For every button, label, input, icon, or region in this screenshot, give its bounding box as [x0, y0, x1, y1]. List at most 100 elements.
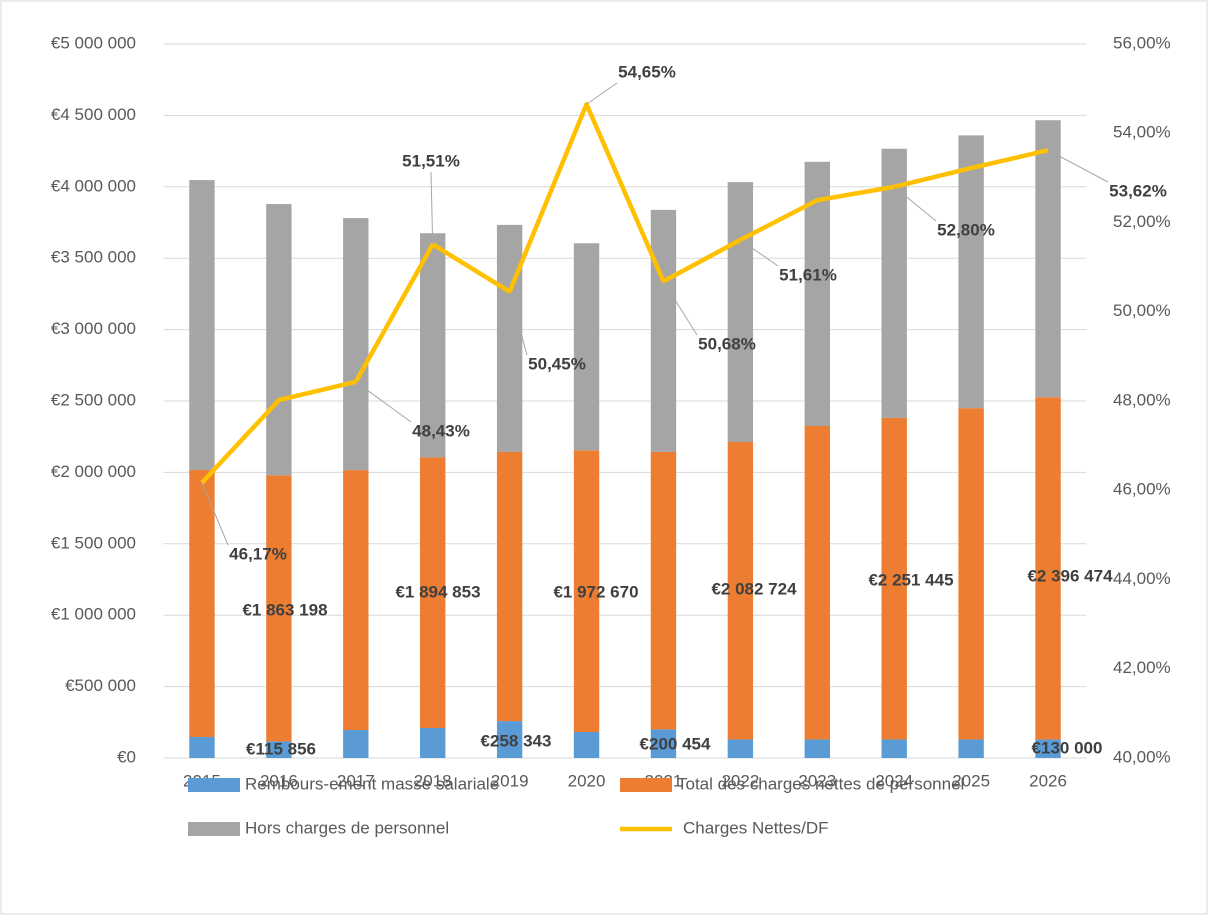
data-label: €130 000: [1032, 738, 1103, 757]
legend-label: Total des charges nettes de personnel: [677, 774, 964, 793]
bar: [343, 730, 369, 758]
bar: [727, 182, 754, 443]
legend-label: Charges Nettes/DF: [683, 818, 829, 837]
y-tick-label: €3 000 000: [51, 319, 136, 338]
x-tick-label: 2019: [491, 771, 529, 790]
y2-tick-label: 46,00%: [1113, 480, 1171, 499]
y-tick-label: €4 500 000: [51, 105, 136, 124]
data-label: 54,65%: [618, 62, 676, 81]
data-label: €2 251 445: [868, 570, 953, 589]
bar: [727, 442, 754, 740]
y-tick-label: €0: [117, 747, 136, 766]
bar: [343, 218, 369, 471]
legend-label: Hors charges de personnel: [245, 818, 449, 837]
y-tick-label: €500 000: [65, 676, 136, 695]
x-tick-label: 2022: [721, 771, 759, 790]
data-label: 46,17%: [229, 544, 287, 563]
y-tick-label: €2 500 000: [51, 390, 136, 409]
legend-label: Rembours-ement masse salariale: [245, 774, 499, 793]
leader-line: [893, 186, 937, 222]
x-tick-label: 2016: [260, 771, 298, 790]
bar: [266, 475, 292, 742]
bar: [881, 417, 907, 740]
y2-tick-label: 54,00%: [1113, 123, 1171, 142]
leader-line: [663, 281, 698, 336]
data-label: 51,61%: [779, 265, 837, 284]
leader-line: [355, 381, 412, 423]
y2-tick-label: 40,00%: [1113, 747, 1171, 766]
data-label: €2 082 724: [711, 579, 797, 598]
x-tick-label: 2025: [952, 771, 990, 790]
data-label: 50,45%: [528, 354, 586, 373]
bar: [804, 425, 830, 740]
bar: [1035, 397, 1061, 740]
x-tick-label: 2023: [798, 771, 836, 790]
data-label: €115 856: [246, 739, 316, 758]
y-tick-label: €4 000 000: [51, 176, 136, 195]
y-tick-label: €2 000 000: [51, 462, 136, 481]
data-label: 50,68%: [698, 334, 756, 353]
bar: [958, 739, 984, 758]
y2-tick-label: 44,00%: [1113, 569, 1171, 588]
y-tick-label: €1 000 000: [51, 605, 136, 624]
bar: [573, 243, 600, 451]
data-label: €1 972 670: [553, 582, 638, 601]
bar: [650, 451, 677, 730]
bar: [420, 233, 446, 458]
y2-tick-label: 52,00%: [1113, 212, 1171, 231]
bar: [343, 470, 369, 731]
bar: [1035, 739, 1061, 758]
x-tick-label: 2024: [875, 771, 913, 790]
data-label: €1 863 198: [242, 600, 327, 619]
x-tick-label: 2018: [414, 771, 452, 790]
bar: [420, 728, 446, 758]
x-tick-label: 2017: [337, 771, 375, 790]
line: [200, 101, 1049, 485]
bar: [804, 739, 830, 758]
bar: [420, 457, 446, 729]
bar: [266, 204, 292, 476]
data-label: €258 343: [481, 731, 552, 750]
y2-tick-label: 42,00%: [1113, 658, 1171, 677]
data-label: €200 454: [640, 734, 711, 753]
y-tick-label: €1 500 000: [51, 533, 136, 552]
leader-line: [586, 82, 618, 105]
leader-line: [740, 239, 779, 267]
bar: [496, 224, 523, 452]
bar: [189, 737, 215, 758]
legend-swatch: [188, 822, 240, 836]
bar: [496, 451, 523, 722]
y-tick-label: €5 000 000: [51, 33, 136, 52]
leader-line: [201, 482, 229, 546]
bar: [650, 209, 677, 452]
data-label: 53,62%: [1109, 181, 1167, 200]
bar: [1035, 120, 1061, 398]
y2-tick-label: 50,00%: [1113, 301, 1171, 320]
x-tick-label: 2026: [1029, 771, 1067, 790]
y-tick-label: €3 500 000: [51, 248, 136, 267]
data-label: 52,80%: [937, 220, 995, 239]
data-label: 48,43%: [412, 421, 470, 440]
y2-tick-label: 56,00%: [1113, 33, 1171, 52]
bar: [727, 739, 754, 758]
bar: [266, 741, 292, 758]
bar: [573, 732, 600, 758]
bar: [958, 408, 984, 740]
y2-tick-label: 48,00%: [1113, 390, 1171, 409]
legend-swatch: [188, 778, 240, 792]
bar: [573, 450, 600, 733]
data-label: 51,51%: [402, 151, 460, 170]
bar: [958, 135, 984, 409]
bar: [189, 469, 215, 738]
legend-swatch: [620, 778, 672, 792]
data-label: €1 894 853: [395, 582, 480, 601]
bar: [881, 739, 907, 758]
data-label: €2 396 474: [1027, 566, 1113, 585]
bar: [650, 729, 677, 758]
x-tick-label: 2020: [568, 771, 606, 790]
leader-line: [509, 291, 528, 356]
leader-line: [1047, 149, 1109, 183]
bar: [189, 180, 215, 470]
bar: [496, 721, 523, 758]
